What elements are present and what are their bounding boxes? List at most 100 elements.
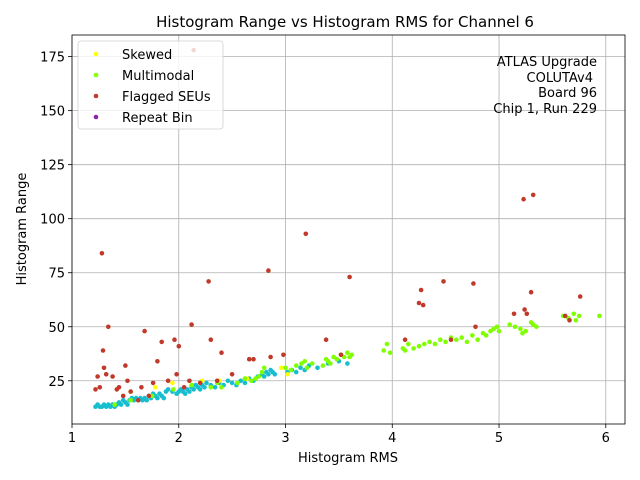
data-point	[523, 328, 528, 334]
data-point	[171, 387, 176, 392]
data-point	[328, 361, 333, 366]
data-point	[416, 300, 422, 306]
data-point	[187, 378, 192, 384]
data-point	[331, 354, 336, 360]
x-tick-label: 2	[175, 431, 183, 446]
data-point	[182, 391, 188, 397]
y-axis-label: Histogram Range	[15, 173, 30, 286]
data-point	[144, 397, 149, 403]
data-point	[511, 311, 517, 317]
data-point	[229, 380, 235, 386]
data-point	[123, 363, 128, 368]
data-point	[338, 352, 344, 358]
data-point	[418, 287, 424, 293]
data-point	[534, 324, 539, 330]
data-point	[278, 365, 284, 371]
data-point	[323, 337, 329, 343]
annotation-line: COLUTAv4	[527, 71, 593, 86]
data-point	[416, 343, 422, 349]
data-point	[443, 339, 448, 345]
data-point	[528, 289, 534, 295]
data-points	[93, 47, 602, 410]
data-point	[118, 402, 124, 407]
data-point	[387, 350, 393, 356]
y-tick-label: 125	[40, 159, 65, 174]
data-point	[266, 268, 271, 273]
data-point	[411, 346, 416, 351]
legend-frame	[77, 40, 224, 130]
legend-label: Repeat Bin	[122, 111, 193, 126]
data-point	[110, 374, 115, 379]
data-point	[488, 328, 493, 334]
chart-title: Histogram Range vs Histogram RMS for Cha…	[156, 13, 534, 31]
data-point	[161, 395, 167, 401]
data-point	[272, 372, 278, 377]
x-tick-label: 1	[68, 431, 76, 446]
data-point	[285, 372, 290, 377]
data-point	[128, 389, 133, 394]
data-point	[298, 365, 303, 371]
data-point	[266, 372, 271, 377]
data-point	[459, 335, 465, 340]
data-point	[345, 350, 350, 356]
data-point	[219, 385, 224, 390]
data-point	[155, 395, 160, 401]
legend-marker	[93, 72, 99, 78]
x-axis-label: Histogram RMS	[298, 451, 398, 466]
data-point	[402, 348, 408, 353]
data-point	[208, 337, 214, 343]
data-point	[512, 324, 518, 330]
data-point	[187, 389, 192, 394]
data-point	[384, 341, 390, 347]
data-point	[100, 348, 106, 353]
legend-marker	[93, 51, 99, 57]
data-point	[135, 397, 141, 403]
data-point	[562, 313, 568, 319]
data-point	[341, 354, 347, 360]
data-point	[521, 196, 526, 202]
data-point	[101, 365, 107, 371]
data-point	[381, 348, 387, 353]
data-point	[464, 339, 470, 345]
data-point	[106, 324, 111, 330]
data-point	[125, 378, 130, 384]
data-point	[197, 387, 203, 392]
data-point	[242, 376, 248, 381]
data-point	[494, 324, 500, 330]
y-tick-label: 50	[48, 321, 65, 336]
x-tick-label: 6	[602, 431, 610, 446]
legend: Skewed Multimodal Flagged SEUs Repeat Bin	[77, 40, 224, 130]
data-point	[347, 274, 352, 280]
data-point	[125, 402, 130, 407]
data-point	[189, 322, 194, 327]
data-point	[334, 356, 340, 362]
data-point	[212, 385, 218, 390]
data-point	[530, 192, 536, 198]
data-point	[261, 374, 267, 379]
data-point	[283, 365, 288, 371]
x-tick-label: 3	[281, 431, 289, 446]
data-point	[518, 326, 523, 332]
y-tick-label: 75	[48, 267, 65, 282]
data-point	[281, 352, 286, 358]
data-point	[149, 393, 155, 399]
data-point	[208, 385, 214, 390]
axis-ticks: 1 2 3 4 5 6 25 50 75 100 125 150 175	[40, 51, 610, 446]
data-point	[229, 372, 235, 377]
data-point	[470, 333, 475, 338]
data-point	[235, 380, 240, 386]
data-point	[441, 279, 446, 284]
x-tick-label: 4	[388, 431, 396, 446]
data-point	[249, 378, 254, 384]
series-points	[128, 365, 290, 394]
data-point	[256, 374, 262, 379]
data-point	[454, 337, 459, 343]
data-point	[155, 359, 160, 364]
data-point	[349, 352, 355, 358]
data-point	[299, 361, 304, 366]
data-point	[202, 385, 207, 390]
y-tick-label: 25	[48, 375, 65, 390]
data-point	[170, 380, 175, 386]
data-point	[320, 363, 326, 368]
